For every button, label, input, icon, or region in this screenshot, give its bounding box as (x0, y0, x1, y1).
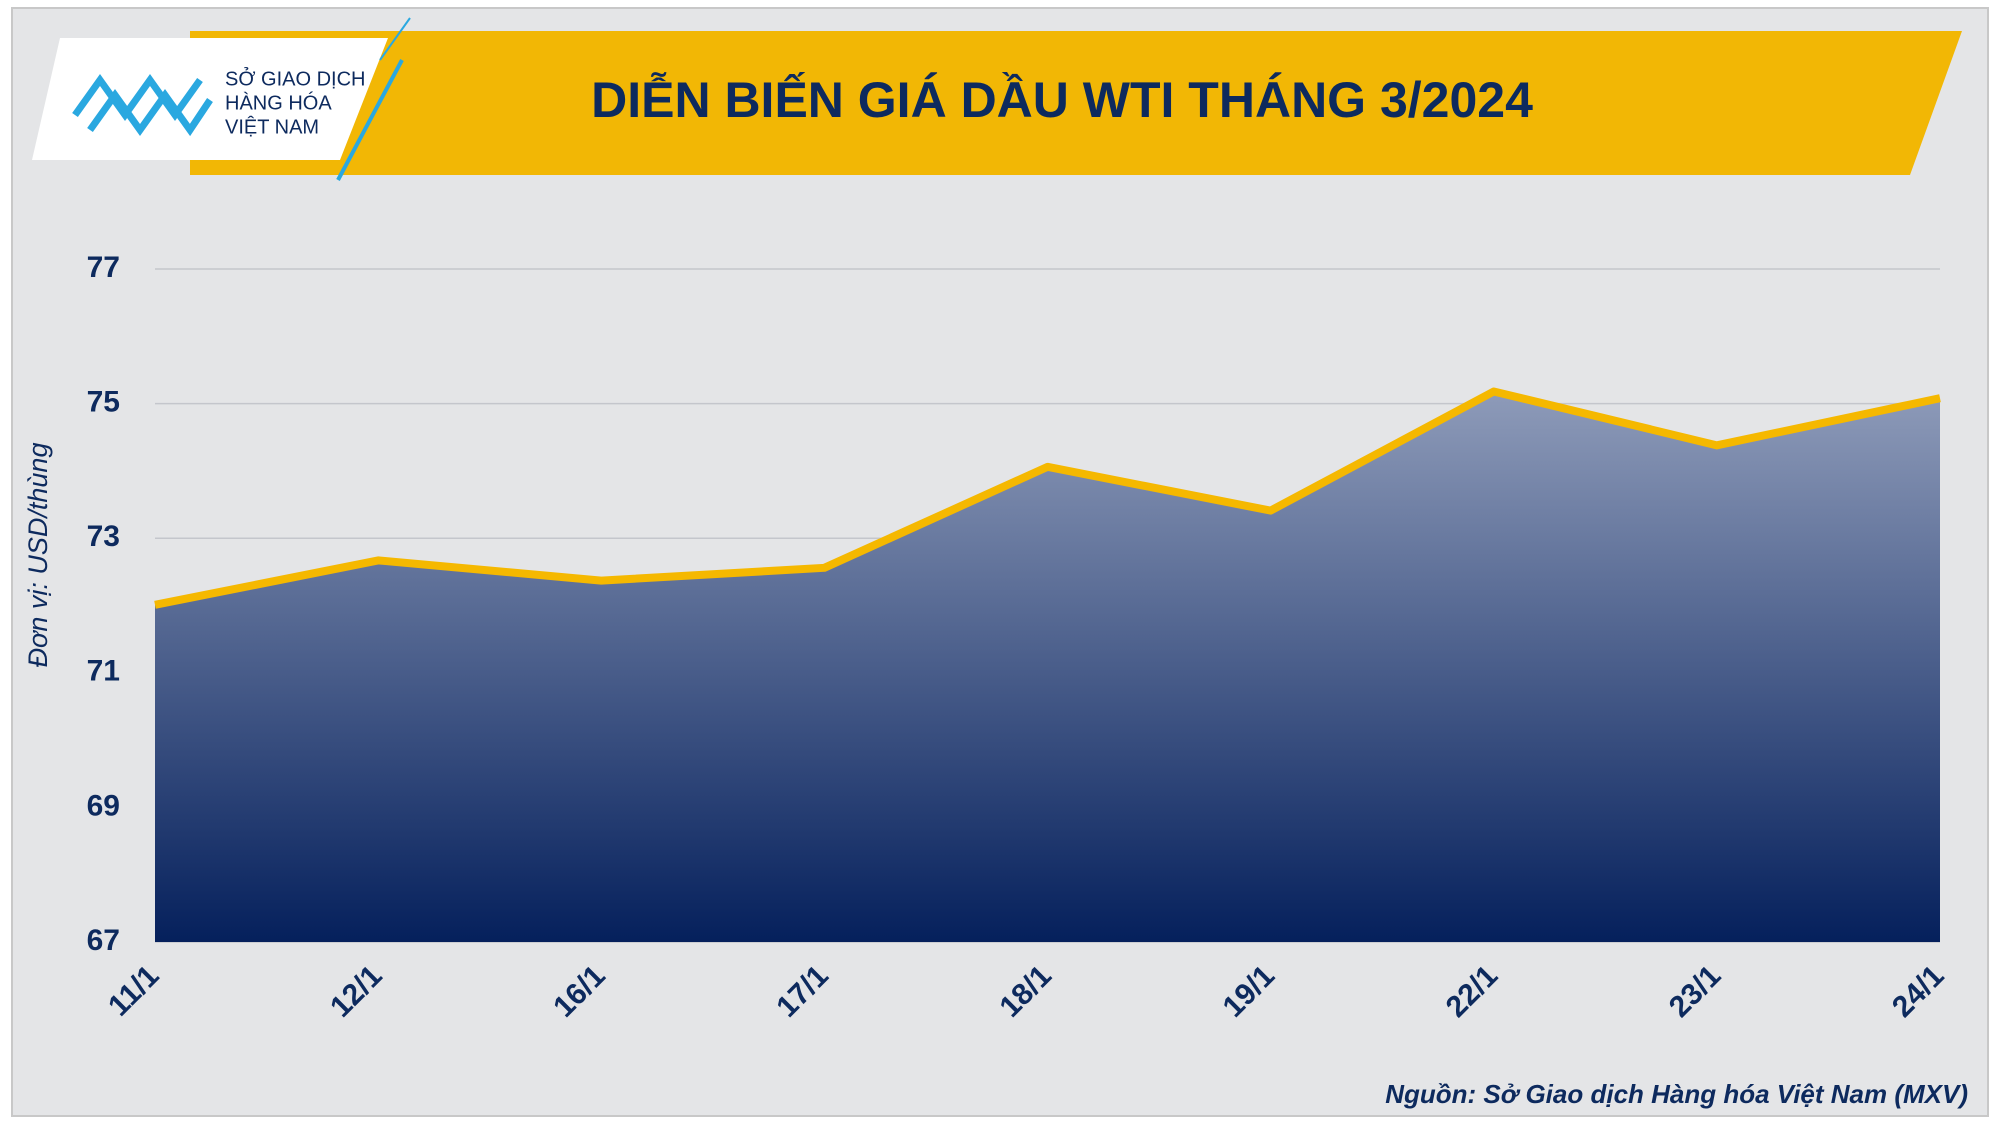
title-banner (190, 31, 1962, 175)
logo-accent (379, 17, 411, 61)
logo-accent (336, 59, 404, 181)
y-tick-label: 75 (87, 386, 120, 419)
line (154, 387, 1941, 609)
chart-title: DIỄN BIẾN GIÁ DẦU WTI THÁNG 3/2024 (591, 72, 1533, 128)
area (155, 391, 1940, 943)
logo-text: HÀNG HÓA (225, 91, 332, 114)
source-note: Nguồn: Sở Giao dịch Hàng hóa Việt Nam (M… (1385, 1079, 1968, 1109)
logo-box (32, 38, 388, 160)
y-axis-label: Đơn vị: USD/thùng (23, 443, 53, 668)
logo-mark (72, 73, 213, 137)
y-tick-label: 77 (87, 251, 120, 284)
y-tick-label: 69 (87, 789, 120, 822)
logo-text: VIỆT NAM (225, 115, 319, 138)
y-tick-label: 73 (87, 520, 120, 553)
y-tick-label: 71 (87, 655, 120, 688)
logo-text: SỞ GIAO DỊCH (225, 66, 366, 90)
y-tick-label: 67 (87, 924, 120, 957)
